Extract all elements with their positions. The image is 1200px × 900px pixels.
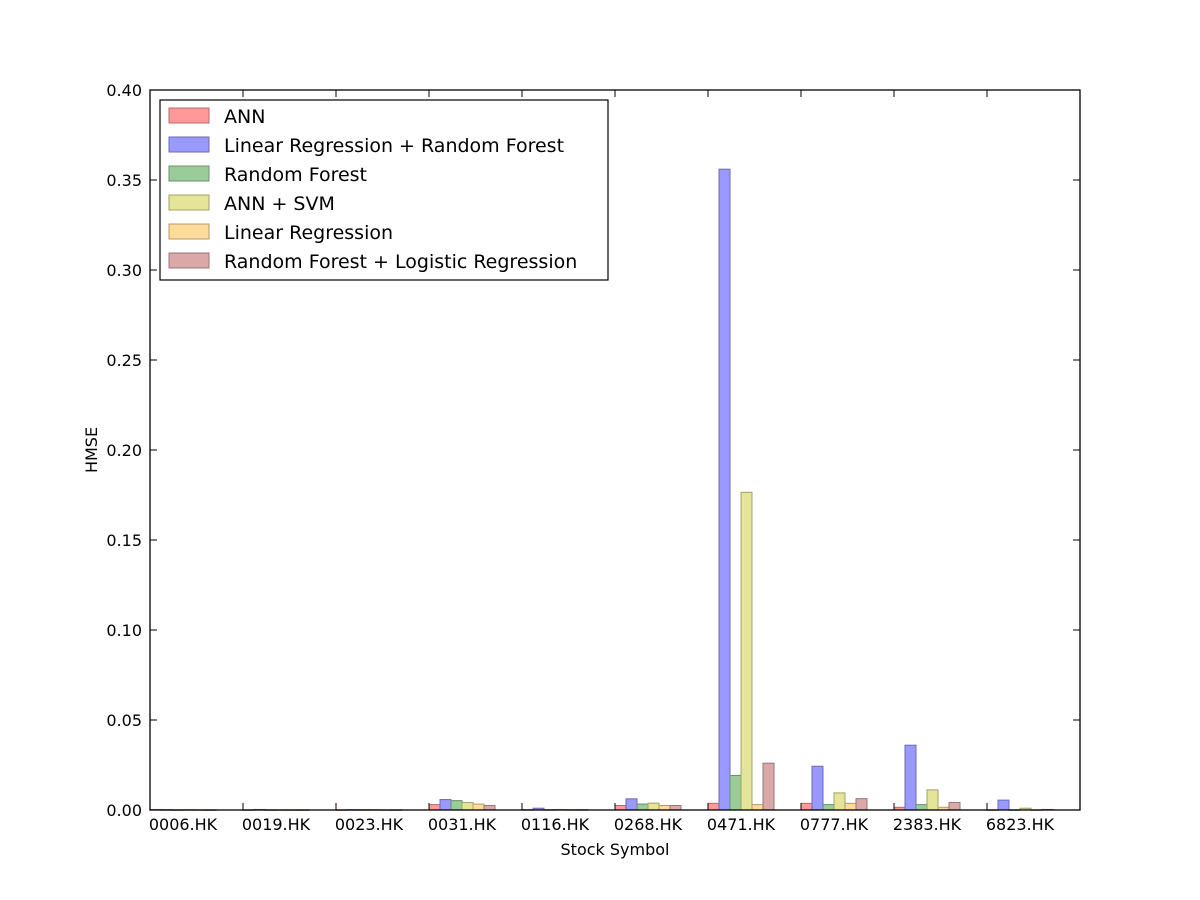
- bar-0031.HK-s5: [483, 805, 496, 811]
- x-tick-label: 0019.HK: [242, 815, 311, 834]
- legend-swatch: [168, 107, 210, 124]
- legend-label: ANN + SVM: [224, 193, 335, 215]
- bar-0268.HK-s4: [658, 805, 671, 811]
- x-tick-label: 0471.HK: [707, 815, 776, 834]
- bar-0471.HK-s2: [729, 774, 742, 811]
- legend-label: Random Forest + Logistic Regression: [224, 251, 577, 273]
- y-tick-label: 0.40: [106, 81, 142, 100]
- y-tick-label: 0.05: [106, 711, 142, 730]
- bar-0268.HK-s1: [625, 798, 638, 811]
- y-axis-label: HMSE: [82, 427, 101, 473]
- bar-0471.HK-s1: [718, 168, 731, 811]
- bar-0777.HK-s0: [800, 802, 813, 811]
- y-tick-label: 0.25: [106, 351, 142, 370]
- bar-2383.HK-s2: [915, 804, 928, 811]
- x-tick-label: 0023.HK: [335, 815, 404, 834]
- bar-0031.HK-s0: [428, 804, 441, 811]
- legend-swatch: [168, 223, 210, 240]
- legend-label: Linear Regression: [224, 222, 393, 244]
- bar-2383.HK-s3: [926, 789, 939, 811]
- bar-0031.HK-s4: [472, 803, 485, 811]
- legend-label: Linear Regression + Random Forest: [224, 135, 564, 157]
- bar-0777.HK-s1: [811, 765, 824, 811]
- bar-2383.HK-s5: [948, 801, 961, 811]
- bar-0471.HK-s5: [762, 762, 775, 811]
- y-tick-label: 0.35: [106, 171, 142, 190]
- x-tick-label: 0006.HK: [149, 815, 218, 834]
- x-tick-label: 0031.HK: [428, 815, 497, 834]
- legend-label: Random Forest: [224, 164, 367, 186]
- legend-swatch: [168, 165, 210, 182]
- plot-frame: [149, 89, 1081, 811]
- x-axis-label: Stock Symbol: [561, 840, 670, 859]
- bar-0777.HK-s5: [855, 798, 868, 811]
- bar-0031.HK-s1: [439, 799, 452, 811]
- bar-0777.HK-s4: [844, 802, 857, 811]
- legend-swatch: [168, 194, 210, 211]
- legend-label: ANN: [224, 106, 265, 128]
- x-tick-label: 0268.HK: [614, 815, 683, 834]
- bar-0777.HK-s3: [833, 792, 846, 811]
- bar-0031.HK-s2: [450, 800, 463, 811]
- bar-2383.HK-s1: [904, 744, 917, 811]
- bar-0268.HK-s2: [636, 803, 649, 811]
- legend-swatch: [168, 136, 210, 153]
- bar-0268.HK-s0: [614, 805, 627, 811]
- bar-0471.HK-s0: [707, 802, 720, 811]
- legend: ANN Linear Regression + Random Forest Rand…: [159, 99, 609, 281]
- legend-box: [159, 99, 609, 281]
- y-ticks: 0.00 0.05 0.10 0.15 0.20 0.25 0.30 0.35 0.40: [106, 81, 1080, 820]
- bar-0777.HK-s2: [822, 804, 835, 811]
- legend-swatch: [168, 252, 210, 269]
- y-tick-label: 0.30: [106, 261, 142, 280]
- bar-0031.HK-s3: [461, 801, 474, 811]
- bar-0268.HK-s5: [669, 805, 682, 811]
- x-tick-label: 2383.HK: [893, 815, 962, 834]
- x-tick-label: 0777.HK: [800, 815, 869, 834]
- y-tick-label: 0.15: [106, 531, 142, 550]
- bar-6823.HK-s1: [997, 799, 1010, 811]
- y-tick-label: 0.20: [106, 441, 142, 460]
- bar-0471.HK-s4: [751, 804, 764, 811]
- bar-0471.HK-s3: [740, 491, 753, 811]
- x-tick-label: 0116.HK: [521, 815, 590, 834]
- y-tick-label: 0.10: [106, 621, 142, 640]
- x-tick-label: 6823.HK: [986, 815, 1055, 834]
- y-tick-label: 0.00: [106, 801, 142, 820]
- bar-0268.HK-s3: [647, 802, 660, 811]
